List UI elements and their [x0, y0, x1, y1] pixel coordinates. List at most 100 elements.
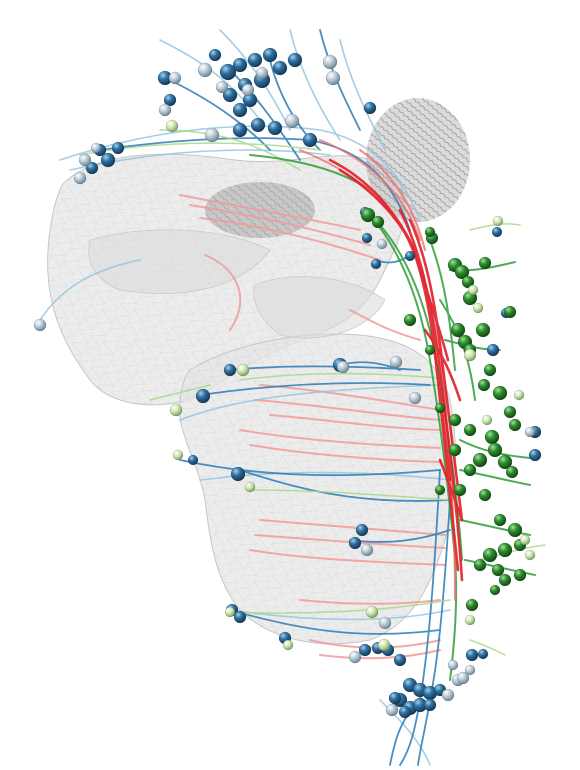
- soma: [453, 483, 467, 497]
- soma: [464, 614, 476, 626]
- soma: [302, 132, 318, 148]
- soma: [503, 305, 517, 319]
- soma: [197, 62, 213, 78]
- soma: [461, 275, 475, 289]
- soma: [463, 463, 477, 477]
- soma: [215, 80, 229, 94]
- soma: [492, 385, 508, 401]
- soma: [497, 454, 513, 470]
- soma: [230, 466, 246, 482]
- soma: [78, 153, 92, 167]
- soma: [424, 344, 436, 356]
- soma: [236, 363, 250, 377]
- soma: [487, 442, 503, 458]
- soma: [498, 573, 512, 587]
- soma: [232, 102, 248, 118]
- soma: [223, 363, 237, 377]
- pale-green-somata: [165, 119, 536, 652]
- green-somata: [360, 207, 527, 612]
- soma: [361, 232, 373, 244]
- soma: [434, 402, 446, 414]
- soma: [505, 465, 519, 479]
- soma: [232, 57, 248, 73]
- soma: [355, 523, 369, 537]
- soma: [484, 429, 500, 445]
- soma: [424, 226, 436, 238]
- soma: [463, 423, 477, 437]
- somata: [33, 47, 542, 719]
- soma: [165, 119, 179, 133]
- soma: [472, 452, 488, 468]
- soma: [208, 48, 222, 62]
- soma: [163, 93, 177, 107]
- soma: [503, 405, 517, 419]
- soma: [491, 226, 503, 238]
- soma: [363, 101, 377, 115]
- soma: [224, 606, 236, 618]
- soma: [348, 650, 362, 664]
- red-tract: [299, 139, 464, 601]
- soma: [478, 488, 492, 502]
- soma: [508, 418, 522, 432]
- pink-projections: [179, 194, 446, 660]
- soma: [434, 484, 446, 496]
- soma: [441, 688, 455, 702]
- soma: [172, 449, 184, 461]
- soma: [491, 563, 505, 577]
- soma: [284, 113, 300, 129]
- soma: [370, 258, 382, 270]
- soma: [423, 698, 437, 712]
- soma: [524, 549, 536, 561]
- soma: [371, 215, 385, 229]
- soma: [389, 355, 403, 369]
- soma: [408, 391, 422, 405]
- soma: [489, 584, 501, 596]
- soma: [486, 343, 500, 357]
- soma: [448, 413, 462, 427]
- soma: [454, 264, 470, 280]
- soma: [365, 605, 379, 619]
- soma: [507, 522, 523, 538]
- soma: [465, 648, 479, 662]
- soma: [73, 171, 87, 185]
- soma: [377, 638, 391, 652]
- soma: [482, 547, 498, 563]
- soma: [463, 348, 477, 362]
- soma: [100, 152, 116, 168]
- soma: [241, 83, 255, 97]
- soma: [513, 389, 525, 401]
- soma: [475, 322, 491, 338]
- soma: [219, 63, 237, 81]
- soma: [325, 70, 341, 86]
- soma: [528, 448, 542, 462]
- soma: [187, 454, 199, 466]
- soma: [472, 302, 484, 314]
- soma: [477, 378, 491, 392]
- soma: [524, 426, 536, 438]
- soma: [378, 616, 392, 630]
- soma: [388, 691, 402, 705]
- soma: [360, 207, 376, 223]
- soma: [513, 568, 527, 582]
- soma: [456, 671, 470, 685]
- soma: [448, 443, 462, 457]
- soma: [195, 388, 211, 404]
- soma: [168, 71, 182, 85]
- grey-somata: [33, 54, 536, 717]
- soma: [492, 215, 504, 227]
- soma: [473, 558, 487, 572]
- soma: [477, 648, 489, 660]
- soma: [262, 47, 278, 63]
- soma: [467, 284, 479, 296]
- soma: [85, 161, 99, 175]
- soma: [398, 705, 412, 719]
- soma: [233, 610, 247, 624]
- brain-meshes: [47, 98, 470, 645]
- soma: [450, 322, 466, 338]
- soma: [493, 513, 507, 527]
- soma: [497, 542, 513, 558]
- soma: [222, 87, 238, 103]
- soma: [403, 313, 417, 327]
- soma: [287, 52, 303, 68]
